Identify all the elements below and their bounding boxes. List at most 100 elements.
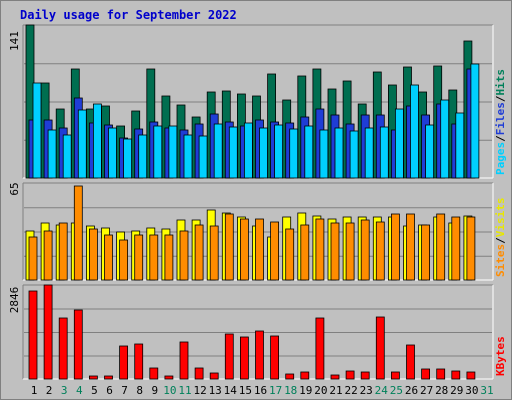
bar-kbytes-day-9	[149, 367, 159, 380]
bar-kbytes-day-10	[164, 375, 174, 380]
bar-sites-day-1	[28, 236, 38, 281]
bar-sites-day-30	[466, 216, 476, 281]
x-tick-label: 8	[136, 384, 143, 397]
bar-kbytes-day-23	[360, 371, 370, 380]
bar-sites-day-24	[375, 221, 385, 281]
bar-sites-day-26	[406, 213, 415, 281]
bar-sites-day-16	[255, 218, 264, 281]
bar-kbytes-day-26	[406, 344, 415, 380]
bar-pages-day-28	[440, 99, 450, 179]
x-tick-label: 14	[224, 384, 238, 397]
bar-kbytes-day-25	[390, 371, 400, 380]
bar-pages-day-7	[123, 138, 132, 179]
bar-kbytes-day-24	[375, 316, 385, 380]
x-tick-label: 15	[239, 384, 252, 397]
bar-sites-day-7	[119, 239, 128, 281]
bar-pages-day-17	[274, 124, 284, 179]
bar-kbytes-day-2	[43, 284, 53, 380]
bar-pages-day-2	[47, 129, 57, 179]
legend-entry: /	[494, 135, 507, 142]
x-tick-label: 30	[465, 384, 478, 397]
bar-pages-day-27	[425, 124, 435, 179]
x-tick-label: 31	[480, 384, 493, 397]
bar-kbytes-day-12	[194, 367, 204, 380]
bar-pages-day-26	[410, 84, 419, 179]
bar-pages-day-15	[243, 122, 253, 179]
bar-kbytes-day-5	[89, 375, 98, 380]
bar-pages-day-4	[77, 109, 87, 179]
chart-title: Daily usage for September 2022	[20, 8, 237, 22]
bar-pages-day-18	[289, 128, 299, 179]
y-max-label: 65	[8, 182, 21, 195]
y-max-label: 2846	[8, 287, 21, 314]
legend-hits-files-pages: Pages/Files/Hits	[494, 69, 507, 175]
legend-entry: /	[494, 95, 507, 102]
legend-entry: Pages	[494, 142, 507, 175]
bar-sites-day-17	[270, 221, 280, 281]
bar-sites-day-10	[164, 234, 174, 281]
bar-pages-day-22	[349, 130, 359, 179]
bar-sites-day-23	[360, 219, 370, 281]
bar-kbytes-day-6	[104, 375, 113, 380]
x-tick-label: 28	[435, 384, 448, 397]
bar-sites-day-2	[43, 230, 53, 281]
bar-pages-day-9	[153, 125, 163, 179]
bar-sites-day-20	[315, 218, 325, 281]
bar-sites-day-13	[209, 225, 219, 281]
x-tick-label: 12	[193, 384, 206, 397]
y-max-label: 141	[8, 31, 21, 51]
bar-sites-day-14	[224, 213, 234, 281]
bar-pages-day-11	[183, 134, 193, 179]
bar-sites-day-8	[134, 234, 144, 281]
bar-kbytes-day-13	[209, 372, 219, 380]
x-tick-label: 21	[329, 384, 342, 397]
bar-sites-day-6	[104, 234, 113, 281]
legend-entry: Files	[494, 102, 507, 135]
bar-pages-day-21	[334, 127, 344, 179]
bar-pages-day-3	[62, 134, 72, 179]
bar-sites-day-21	[330, 222, 340, 281]
bar-pages-day-16	[259, 127, 268, 179]
x-tick-label: 5	[91, 384, 98, 397]
bar-kbytes-day-7	[119, 345, 128, 380]
bar-pages-day-23	[364, 127, 374, 179]
bar-kbytes-day-20	[315, 317, 325, 380]
x-tick-label: 24	[375, 384, 389, 397]
bar-kbytes-day-29	[451, 370, 461, 380]
bar-pages-day-1	[32, 82, 42, 179]
bar-kbytes-day-22	[345, 370, 355, 380]
bar-kbytes-day-11	[179, 341, 189, 380]
bar-sites-day-18	[285, 228, 295, 281]
x-tick-label: 2	[46, 384, 53, 397]
bar-kbytes-day-28	[436, 368, 446, 380]
bar-kbytes-day-27	[421, 368, 431, 380]
x-tick-label: 22	[344, 384, 357, 397]
x-tick-label: 6	[106, 384, 113, 397]
bar-sites-day-15	[239, 218, 249, 281]
bar-sites-day-29	[451, 216, 461, 281]
x-tick-label: 25	[390, 384, 403, 397]
bar-sites-day-3	[58, 222, 68, 281]
legend-entry: Hits	[494, 69, 507, 96]
bar-sites-day-11	[179, 230, 189, 281]
bar-sites-day-9	[149, 234, 159, 281]
bar-kbytes-day-17	[270, 335, 280, 380]
bar-sites-day-4	[73, 185, 83, 281]
bar-sites-day-12	[194, 224, 204, 281]
x-tick-label: 10	[163, 384, 176, 397]
bar-kbytes-day-21	[330, 374, 340, 380]
bar-pages-day-10	[168, 125, 178, 179]
x-tick-label: 19	[299, 384, 312, 397]
x-tick-label: 1	[31, 384, 38, 397]
bar-pages-day-14	[228, 126, 238, 179]
bar-sites-day-5	[89, 228, 98, 281]
bar-kbytes-day-30	[466, 371, 476, 380]
x-tick-label: 18	[284, 384, 297, 397]
bar-sites-day-27	[421, 224, 431, 281]
bar-kbytes-day-1	[28, 290, 38, 380]
legend-entry: Sites	[494, 244, 507, 277]
bar-sites-day-19	[300, 224, 310, 281]
bar-pages-day-5	[93, 103, 102, 179]
